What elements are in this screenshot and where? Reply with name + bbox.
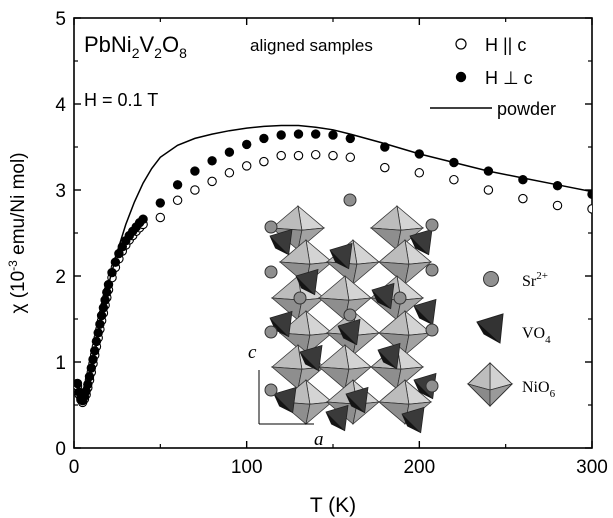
crystal-structure-inset: c a xyxy=(248,193,440,450)
nio6-octahedron-icon xyxy=(466,362,514,407)
legend-label-perp: H ⊥ c xyxy=(485,68,533,88)
inset-a-label: a xyxy=(314,429,324,450)
data-point-perp xyxy=(293,129,304,139)
legend-marker-filled xyxy=(455,71,467,83)
vo4-tetrahedron xyxy=(295,268,319,296)
vo4-tetrahedron xyxy=(269,310,293,338)
data-point-perp xyxy=(276,130,286,140)
vo4-tetrahedron xyxy=(325,404,349,432)
y-tick-label: 0 xyxy=(55,439,66,460)
y-axis-label: χ (10-3 emu/Ni mol) xyxy=(6,152,29,313)
vo4-tetrahedron xyxy=(409,228,433,256)
vo4-tetrahedron xyxy=(345,386,369,414)
vo4-tetrahedron xyxy=(377,342,401,370)
x-tick-label: 300 xyxy=(576,457,608,478)
sr-sphere xyxy=(425,263,439,277)
data-point-perp xyxy=(311,129,321,139)
x-axis-label: T (K) xyxy=(310,494,356,517)
sr-sphere xyxy=(425,218,439,232)
legend-label-powder: powder xyxy=(497,99,556,119)
x-tick-label: 200 xyxy=(403,457,435,478)
data-point-parallel xyxy=(293,150,304,161)
inset-legend-nio6: NiO6 xyxy=(522,379,556,400)
y-tick-label: 2 xyxy=(55,267,66,288)
data-point-perp xyxy=(155,198,166,208)
data-point-parallel xyxy=(310,149,321,160)
powder-curve xyxy=(74,124,592,398)
legend: H || c H ⊥ c powder xyxy=(430,35,556,119)
data-point-parallel xyxy=(449,174,459,185)
data-point-parallel xyxy=(552,200,563,211)
sr-sphere xyxy=(264,383,278,397)
sr-sphere xyxy=(425,323,439,337)
data-point-parallel xyxy=(190,185,200,195)
nio6-octahedron xyxy=(369,204,425,252)
sr-sphere xyxy=(264,220,278,234)
inset-legend-sr: Sr2+ xyxy=(522,270,548,290)
data-point-parallel xyxy=(380,162,390,173)
y-tick-label: 5 xyxy=(55,9,66,30)
data-point-parallel xyxy=(518,193,528,204)
legend-marker-open xyxy=(455,38,467,50)
legend-label-parallel: H || c xyxy=(485,35,526,55)
x-tick-label: 0 xyxy=(69,457,80,478)
data-point-parallel xyxy=(328,150,338,161)
sr-spheres xyxy=(264,193,439,397)
sr-sphere xyxy=(343,308,357,322)
vo4-tetrahedron xyxy=(371,282,395,310)
data-point-perp xyxy=(259,133,269,144)
data-point-parallel xyxy=(207,176,217,187)
nio6-octahedron xyxy=(270,204,326,252)
sr-sphere xyxy=(293,291,307,305)
data-point-perp xyxy=(207,156,217,166)
y-tick-label: 4 xyxy=(55,95,66,116)
data-point-perp xyxy=(242,139,252,150)
vo4-tetrahedron xyxy=(273,386,297,414)
y-tick-label: 1 xyxy=(55,353,66,374)
data-point-perp xyxy=(172,180,183,190)
sr-sphere xyxy=(343,193,357,207)
sr-sphere-icon xyxy=(483,271,499,287)
vo4-tetrahedron xyxy=(269,228,293,256)
nio6-octahedron xyxy=(377,238,433,286)
sr-sphere xyxy=(393,291,407,305)
tetrahedra-set xyxy=(269,228,437,434)
vo4-tetrahedron xyxy=(401,406,425,434)
data-point-parallel xyxy=(224,168,235,178)
data-point-perp xyxy=(328,130,338,140)
data-point-parallel xyxy=(155,212,166,223)
sr-sphere xyxy=(425,379,439,393)
data-point-parallel xyxy=(345,152,356,163)
samples-label: aligned samples xyxy=(250,36,373,55)
data-point-parallel xyxy=(414,168,425,178)
compound-label: PbNi2V2O8 xyxy=(84,32,187,61)
y-tick-label: 3 xyxy=(55,181,66,202)
nio6-octahedron xyxy=(278,238,334,286)
vo4-tetrahedron xyxy=(299,344,323,372)
data-point-perp xyxy=(224,147,235,157)
sr-sphere xyxy=(264,265,278,279)
vo4-tetrahedron xyxy=(329,242,353,270)
data-point-parallel xyxy=(483,185,494,195)
inset-c-label: c xyxy=(248,342,257,363)
inset-legend: Sr2+ VO4 NiO6 xyxy=(466,270,556,407)
vo4-tetrahedron-icon xyxy=(476,313,504,344)
data-layer xyxy=(74,124,592,408)
axis-ticks: 0 100 200 300 0 1 2 3 4 5 xyxy=(55,9,607,478)
inset-legend-vo4: VO4 xyxy=(522,325,551,346)
data-point-parallel xyxy=(241,161,252,171)
sr-sphere xyxy=(264,325,278,339)
data-point-parallel xyxy=(172,195,183,206)
vo4-tetrahedron xyxy=(337,318,361,346)
data-point-parallel xyxy=(276,150,286,161)
data-point-parallel xyxy=(259,156,269,167)
data-point-parallel xyxy=(587,204,592,214)
x-tick-label: 100 xyxy=(231,457,263,478)
data-point-perp xyxy=(190,166,200,176)
data-point-perp xyxy=(138,214,148,224)
nio6-octahedron xyxy=(317,343,373,391)
field-label: H = 0.1 T xyxy=(84,90,158,110)
